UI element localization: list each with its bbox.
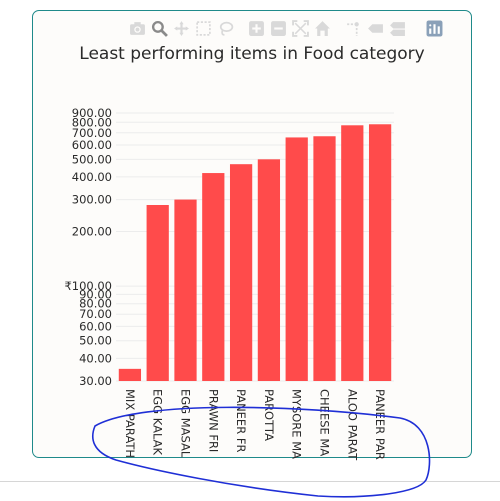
x-tick-label: ALOO PARAT — [345, 389, 359, 461]
bar[interactable] — [118, 368, 142, 381]
bar[interactable] — [368, 124, 392, 381]
y-tick-label: ₹100.00 — [64, 279, 112, 293]
y-tick-label: 70.00 — [79, 307, 112, 321]
y-tick-label: 40.00 — [79, 351, 112, 365]
bar[interactable] — [313, 136, 336, 381]
bar[interactable] — [146, 205, 169, 381]
y-tick-label: 400.00 — [72, 170, 112, 184]
hover-closest-icon[interactable] — [366, 19, 385, 38]
zoom-in-icon[interactable] — [247, 19, 266, 38]
bar[interactable] — [174, 199, 197, 381]
autoscale-icon[interactable] — [291, 19, 310, 38]
y-tick-label: 800.00 — [72, 115, 112, 129]
x-tick-label: PRAWN FRI — [206, 389, 220, 452]
y-tick-labels: 30.00 40.00 50.0060.0070.0080.0090.00₹100.… — [64, 106, 112, 388]
zoom-out-icon[interactable] — [269, 19, 288, 38]
spike-lines-icon[interactable] — [344, 19, 363, 38]
y-tick-label: 80.00 — [79, 297, 112, 311]
y-tick-label: 90.00 — [79, 287, 112, 301]
bar[interactable] — [257, 159, 281, 381]
y-tick-label: 700.00 — [72, 126, 112, 140]
hover-compare-icon[interactable] — [388, 19, 407, 38]
bar[interactable] — [285, 137, 308, 381]
y-tick-label: 300.00 — [72, 193, 112, 207]
x-tick-label: CHEESE MA — [318, 389, 332, 456]
zoom-icon[interactable] — [150, 19, 169, 38]
y-tick-label: 50.00 — [79, 334, 112, 348]
bars — [118, 124, 392, 381]
x-tick-label: MIX PARATH — [123, 389, 137, 458]
chart-title: Least performing items in Food category — [79, 44, 425, 64]
modebar — [128, 18, 444, 38]
x-tick-labels: MIX PARATH EGG KALAK EGG MASAL PRAWN FRI PAN… — [123, 389, 387, 461]
x-tick-label: PAROTTA — [262, 389, 276, 441]
x-tick-label: MYSORE MA — [290, 389, 304, 459]
x-tick-label: EGG MASAL — [179, 389, 193, 458]
reset-axes-icon[interactable] — [313, 19, 332, 38]
pan-icon[interactable] — [172, 19, 191, 38]
x-tick-label: EGG KALAK — [151, 389, 165, 455]
bar[interactable] — [202, 173, 225, 381]
camera-icon[interactable] — [128, 19, 147, 38]
lasso-icon[interactable] — [216, 19, 235, 38]
y-tick-label: 200.00 — [72, 225, 112, 239]
box-select-icon[interactable] — [194, 19, 213, 38]
bar[interactable] — [341, 125, 364, 381]
plotly-logo-icon[interactable] — [425, 19, 444, 38]
bar[interactable] — [229, 164, 253, 381]
x-tick-label: PANEER PAR — [373, 389, 387, 460]
y-tick-label: 500.00 — [72, 152, 112, 166]
y-tick-label: 600.00 — [72, 138, 112, 152]
y-tick-label: 30.00 — [79, 374, 112, 388]
x-tick-label: PANEER FR — [234, 389, 248, 452]
y-tick-label: 60.00 — [79, 319, 112, 333]
y-tick-label: 900.00 — [72, 106, 112, 120]
